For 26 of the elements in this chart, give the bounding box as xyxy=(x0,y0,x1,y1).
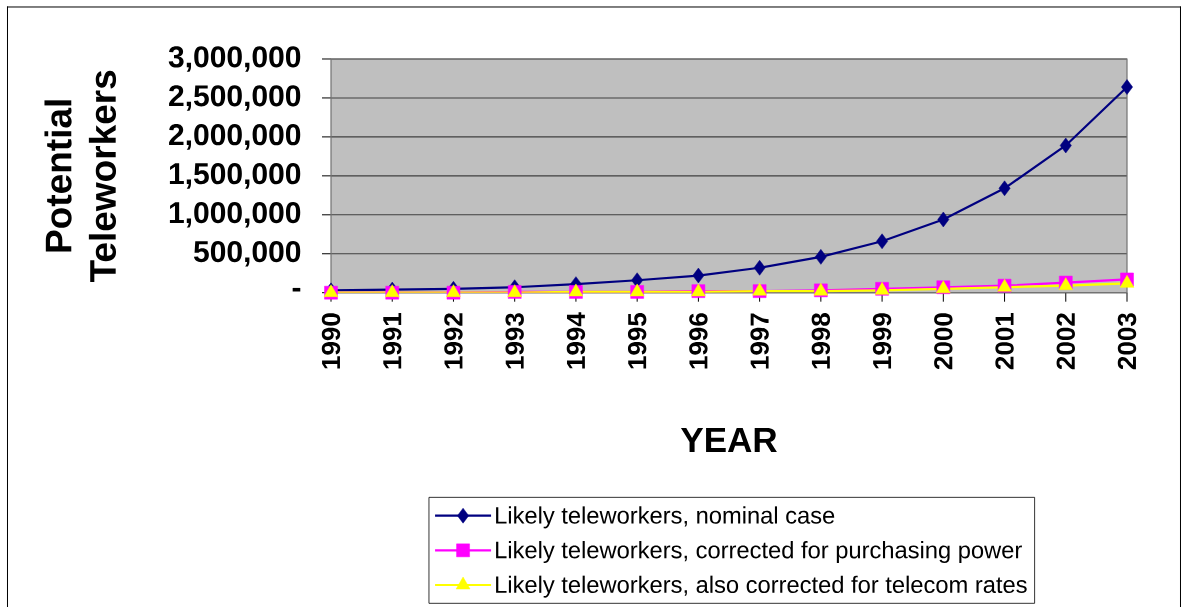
y-tick-label: 500,000 xyxy=(193,240,301,267)
y-tick-label: 3,000,000 xyxy=(168,46,301,72)
y-tick-label: 2,000,000 xyxy=(169,124,301,150)
y-tick-label: - xyxy=(292,287,301,292)
y-tick-label: 1,500,000 xyxy=(169,163,301,189)
legend-label: Likely teleworkers, corrected for purchasing power xyxy=(496,541,1022,564)
x-tick-label: 1999 xyxy=(872,313,892,369)
legend-label: Likely teleworkers, also corrected for telecom rates xyxy=(496,575,1027,598)
y-tick-label: 1,000,000 xyxy=(169,202,301,228)
x-tick-label: 1990 xyxy=(321,313,341,369)
x-tick-label: 1997 xyxy=(750,313,769,369)
x-tick-label: 1991 xyxy=(383,312,402,369)
x-tick-label: 1998 xyxy=(811,313,831,369)
x-tick-label: 2003 xyxy=(1117,313,1137,370)
y-axis-title: Potential Teleworkers xyxy=(44,70,117,283)
legend-label: Likely teleworkers, nominal case xyxy=(496,506,835,529)
x-axis-title: YEAR xyxy=(680,427,777,452)
x-tick-label: 1995 xyxy=(627,312,647,369)
x-tick-label: 1994 xyxy=(566,312,586,369)
x-tick-label: 2001 xyxy=(995,312,1014,370)
x-tick-label: 1996 xyxy=(689,313,708,369)
x-tick-label: 2000 xyxy=(934,313,953,370)
x-tick-label: 2002 xyxy=(1056,313,1075,370)
x-tick-label: 1993 xyxy=(505,313,524,369)
x-tick-label: 1992 xyxy=(444,313,463,369)
y-tick-label: 2,500,000 xyxy=(169,85,301,111)
